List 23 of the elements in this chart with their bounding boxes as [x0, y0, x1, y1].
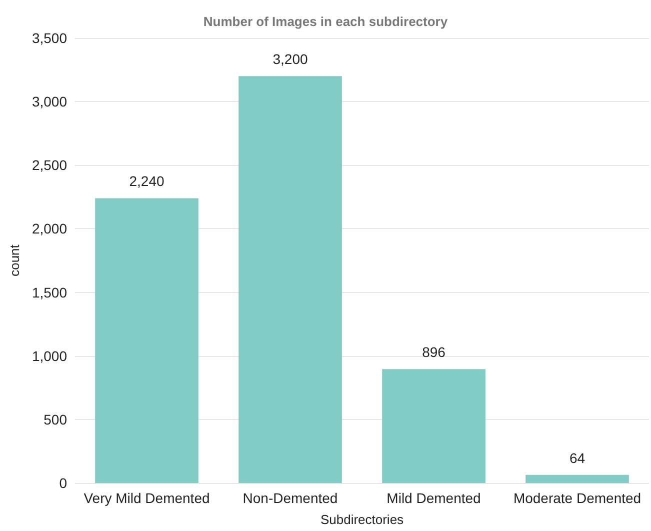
- y-tick-label: 0: [59, 475, 68, 491]
- x-tick-label: Mild Demented: [386, 490, 481, 506]
- y-tick-label: 2,500: [32, 157, 68, 174]
- bar: [95, 198, 198, 483]
- bar: [238, 76, 342, 483]
- y-tick-label: 1,500: [32, 284, 68, 300]
- bar: [526, 474, 629, 483]
- bar: [382, 369, 486, 483]
- y-tick-label: 500: [44, 411, 68, 428]
- data-label: 3,200: [272, 51, 308, 68]
- chart-title: Number of Images in each subdirectory: [203, 14, 448, 29]
- x-tick-label: Moderate Demented: [513, 490, 642, 506]
- x-axis-title: Subdirectories: [320, 512, 404, 527]
- y-tick-label: 3,000: [32, 94, 68, 110]
- y-tick-label: 1,000: [32, 348, 68, 364]
- data-label: 2,240: [129, 173, 164, 190]
- data-label: 896: [422, 344, 446, 360]
- x-tick-label: Non-Demented: [242, 490, 338, 506]
- x-tick-label: Very Mild Demented: [84, 490, 210, 506]
- y-axis-title: count: [7, 244, 22, 276]
- y-tick-label: 3,500: [32, 30, 68, 46]
- data-label: 64: [569, 450, 586, 466]
- y-tick-label: 2,000: [32, 220, 68, 237]
